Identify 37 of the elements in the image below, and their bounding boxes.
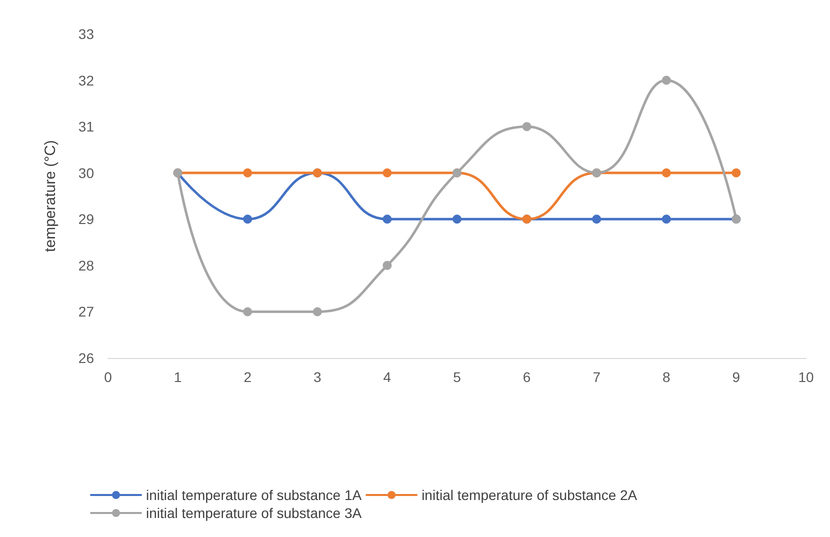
y-axis-title: temperature (°C) xyxy=(42,140,59,252)
x-tick-label: 6 xyxy=(522,369,531,385)
y-tick-label: 27 xyxy=(78,304,94,320)
point xyxy=(662,168,671,178)
y-tick-label: 26 xyxy=(78,350,94,366)
point xyxy=(732,168,741,178)
point xyxy=(312,307,322,316)
y-tick-label: 31 xyxy=(78,118,94,135)
x-tick-label: 10 xyxy=(798,369,814,385)
legend-label: initial temperature of substance 3A xyxy=(146,505,362,521)
x-tick-label: 2 xyxy=(244,369,252,385)
x-tick-label: 0 xyxy=(104,369,112,385)
x-tick-label: 1 xyxy=(174,369,182,385)
x-tick-label: 4 xyxy=(383,369,392,385)
x-tick-label: 8 xyxy=(662,369,670,385)
y-tick-label: 29 xyxy=(78,211,94,228)
point xyxy=(243,214,252,224)
point xyxy=(662,76,671,85)
y-tick-label: 32 xyxy=(78,72,94,88)
point xyxy=(592,214,602,224)
point xyxy=(243,168,252,178)
x-tick-label: 7 xyxy=(592,369,601,385)
y-tick-label: 33 xyxy=(78,26,94,42)
legend-label: initial temperature of substance 2A xyxy=(422,487,638,503)
point xyxy=(662,214,671,224)
point xyxy=(382,168,392,178)
point xyxy=(243,307,252,316)
y-tick-label: 30 xyxy=(78,164,94,181)
legend-label: initial temperature of substance 1A xyxy=(146,487,362,503)
point xyxy=(382,260,392,270)
point xyxy=(452,214,462,224)
x-tick-label: 3 xyxy=(314,369,322,385)
x-tick-label: 5 xyxy=(453,369,462,385)
point xyxy=(382,214,392,224)
x-tick-label: 9 xyxy=(732,369,740,385)
y-tick-label: 28 xyxy=(78,257,94,274)
point xyxy=(522,122,532,132)
